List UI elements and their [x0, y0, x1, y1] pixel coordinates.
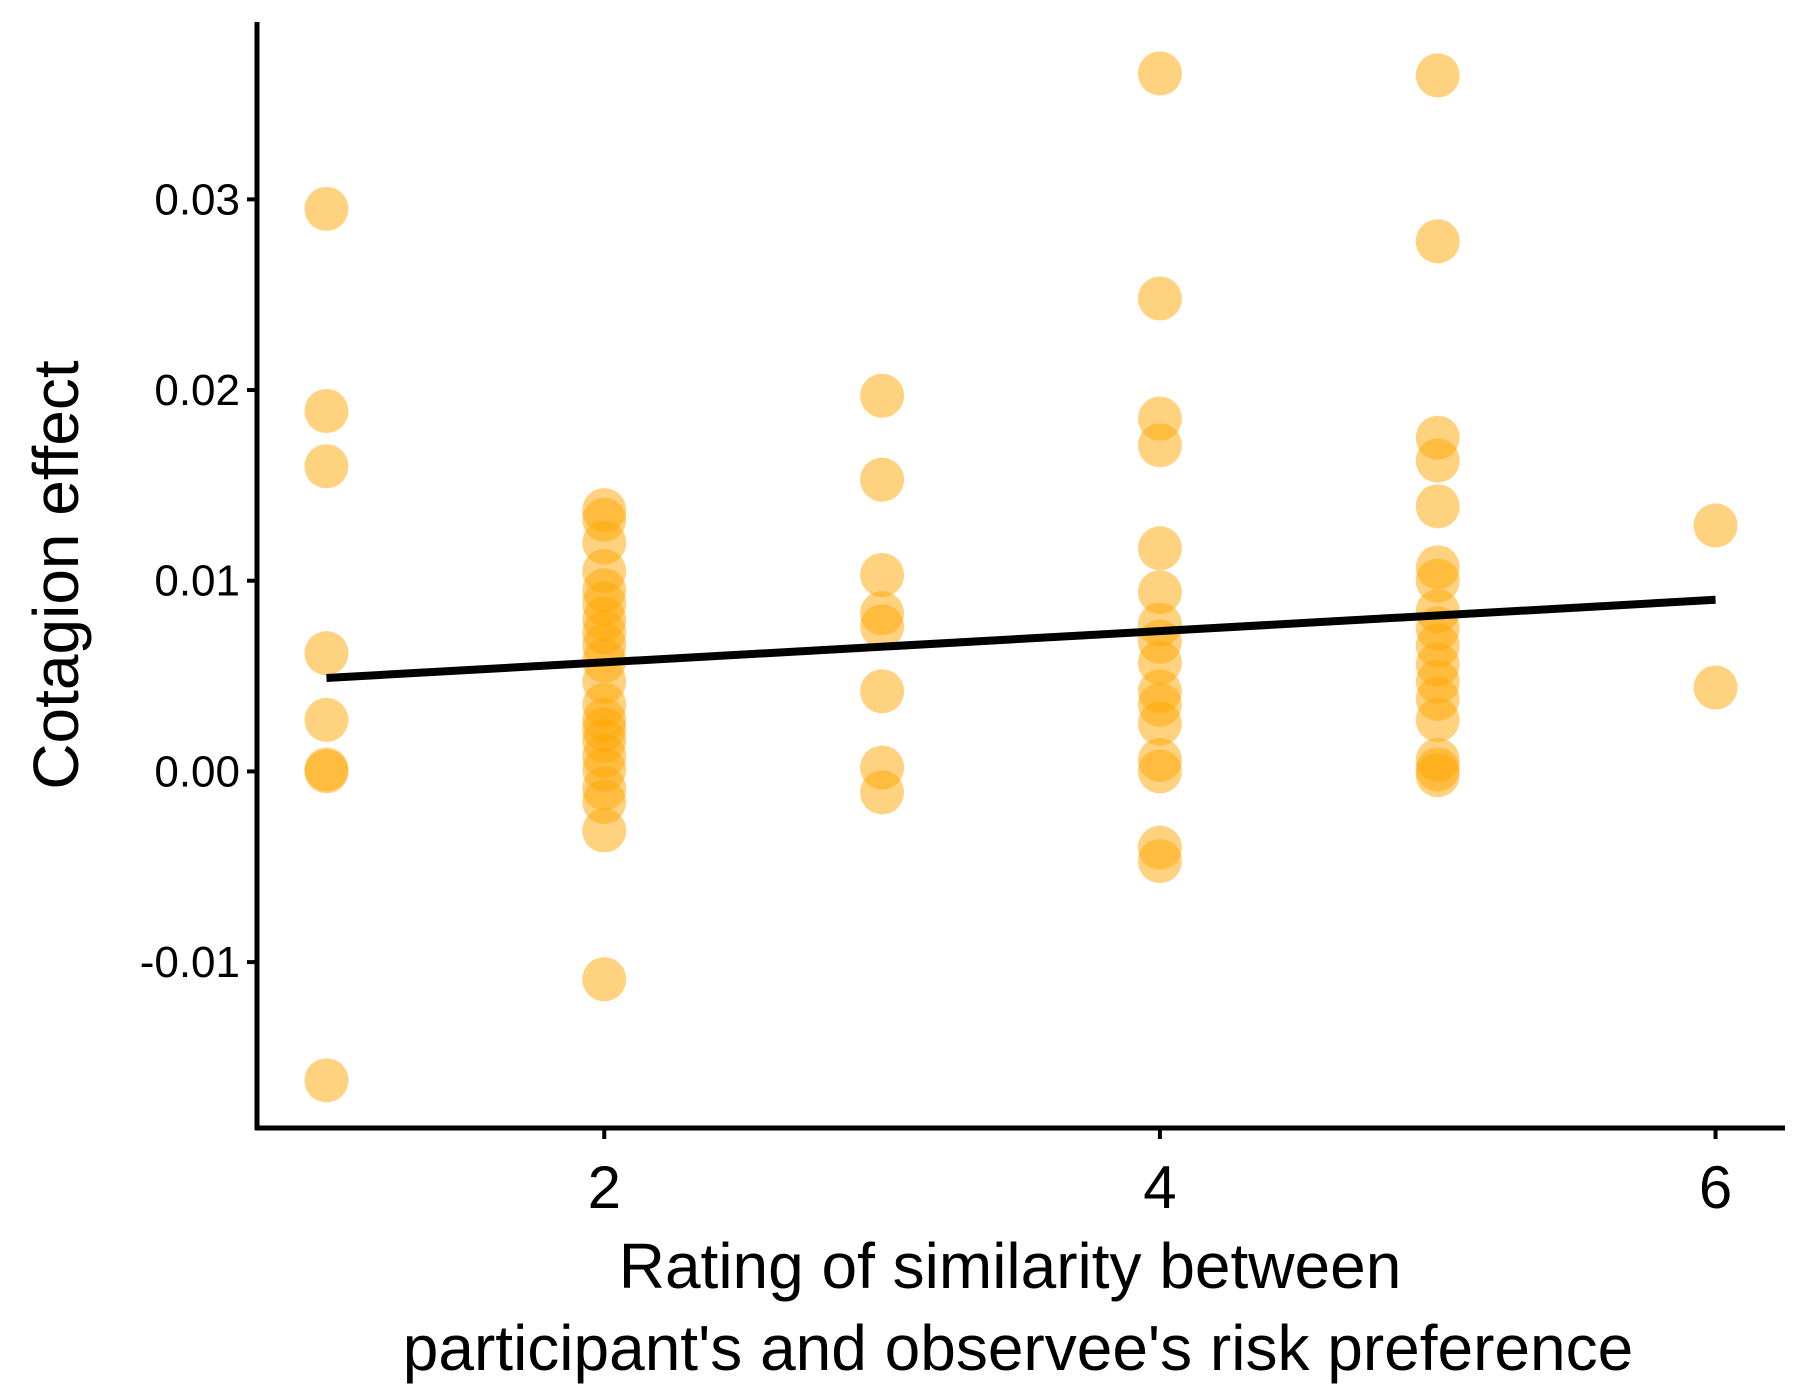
y-tick-label: 0.02 [154, 366, 240, 415]
x-ticks: 2 4 6 [588, 1128, 1732, 1221]
data-point [304, 444, 349, 489]
data-point [1415, 697, 1460, 742]
data-point [1415, 558, 1460, 603]
data-point [1137, 749, 1182, 794]
data-point [1137, 51, 1182, 96]
data-point [1415, 484, 1460, 529]
data-point [1137, 701, 1182, 746]
data-point [1137, 570, 1182, 615]
data-point [1693, 503, 1738, 548]
data-point [304, 697, 349, 742]
fit-line-layer [326, 595, 1716, 682]
x-tick-label: 4 [1143, 1154, 1176, 1221]
data-point [304, 631, 349, 676]
data-point [1415, 753, 1460, 798]
data-point [304, 389, 349, 434]
y-axis-title: Cotagion effect [20, 360, 92, 790]
data-point [582, 957, 627, 1002]
x-axis-title-line-1: Rating of similarity between [619, 1230, 1402, 1302]
data-point [860, 604, 905, 649]
data-point [1137, 526, 1182, 571]
y-ticks: -0.01 0.00 0.01 0.02 0.03 [140, 175, 257, 987]
x-tick-label: 2 [588, 1154, 621, 1221]
data-point [1137, 276, 1182, 321]
data-point [860, 373, 905, 418]
data-point [304, 1058, 349, 1103]
data-point [1693, 665, 1738, 710]
regression-line [326, 595, 1716, 682]
axes-layer [254, 22, 1785, 1131]
data-point [1415, 219, 1460, 264]
data-point [304, 749, 349, 794]
data-point [1137, 423, 1182, 468]
data-point [1415, 53, 1460, 98]
data-point [860, 553, 905, 597]
data-point [1137, 839, 1182, 884]
data-point [582, 808, 627, 853]
data-point [860, 669, 905, 714]
data-point [304, 186, 349, 231]
points-layer [304, 51, 1738, 1103]
y-tick-label: 0.00 [154, 747, 240, 796]
y-tick-label: 0.01 [154, 557, 240, 606]
y-tick-label: 0.03 [154, 175, 240, 224]
data-point [860, 457, 905, 502]
y-tick-label: -0.01 [140, 938, 240, 987]
x-axis-title-line-2: participant's and observee's risk prefer… [403, 1312, 1633, 1384]
data-point [860, 770, 905, 815]
data-point [1415, 438, 1460, 483]
x-tick-label: 6 [1699, 1154, 1732, 1221]
